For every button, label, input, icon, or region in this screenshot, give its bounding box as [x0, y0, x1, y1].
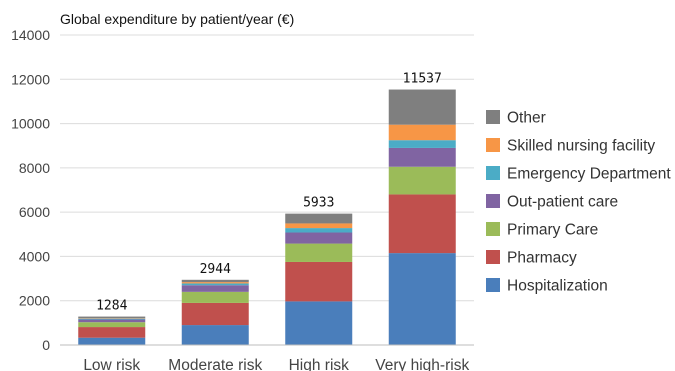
legend-swatch — [486, 138, 500, 152]
total-labels: 1284 2944 5933 11537 — [96, 72, 442, 314]
total-label: 5933 — [303, 196, 334, 211]
y-tick-label: 14000 — [11, 27, 50, 43]
legend-label: Hospitalization — [507, 278, 608, 295]
bar-segment-hospitalization — [285, 301, 353, 345]
bar-segment-primary-care — [285, 243, 353, 262]
legend-swatch — [486, 166, 500, 180]
total-label: 1284 — [96, 299, 127, 314]
y-tick-label: 6000 — [19, 204, 50, 220]
chart-title: Global expenditure by patient/year (€) — [60, 11, 294, 27]
bar-segment-emergency-department — [285, 228, 353, 233]
x-category-label: Low risk — [83, 357, 140, 371]
legend-swatch — [486, 194, 500, 208]
bar-segment-hospitalization — [388, 253, 456, 345]
bar-segment-skilled-nursing-facility — [181, 282, 249, 284]
x-category-label: High risk — [289, 357, 350, 371]
bar-segment-emergency-department — [78, 318, 146, 320]
legend-swatch — [486, 250, 500, 264]
legend-label: Out-patient care — [507, 194, 618, 211]
legend-label: Pharmacy — [507, 250, 577, 267]
bar-segment-out-patient-care — [285, 232, 353, 244]
legend-swatch — [486, 278, 500, 292]
y-tick-label: 12000 — [11, 71, 50, 87]
y-tick-label: 4000 — [19, 248, 50, 264]
bar-segment-pharmacy — [388, 194, 456, 254]
bar-segment-pharmacy — [181, 302, 249, 326]
bar-segment-pharmacy — [285, 261, 353, 302]
y-tick-label: 2000 — [19, 293, 50, 309]
bar-segment-out-patient-care — [78, 319, 146, 323]
total-label: 11537 — [403, 72, 442, 87]
y-tick-label: 8000 — [19, 160, 50, 176]
y-tick-label: 10000 — [11, 116, 50, 132]
legend-swatch — [486, 110, 500, 124]
bar-segment-other — [285, 213, 353, 224]
x-category-label: Moderate risk — [168, 357, 262, 371]
bar-segment-other — [388, 89, 456, 125]
legend-label: Other — [507, 110, 546, 127]
gridlines — [60, 34, 474, 302]
bars — [78, 89, 456, 345]
bar-segment-primary-care — [78, 322, 146, 328]
bar-segment-out-patient-care — [181, 285, 249, 292]
bar-segment-emergency-department — [181, 283, 249, 286]
bar-segment-emergency-department — [388, 140, 456, 148]
bar-segment-pharmacy — [78, 327, 146, 338]
y-axis-ticks: 0 2000 4000 6000 8000 10000 12000 14000 — [11, 27, 50, 353]
bar-segment-other — [181, 279, 249, 283]
bar-segment-hospitalization — [78, 337, 146, 345]
legend-swatch — [486, 222, 500, 236]
x-axis-categories: Low risk Moderate risk High risk Very high-… — [83, 357, 469, 371]
bar-segment-hospitalization — [181, 325, 249, 345]
bar-segment-primary-care — [181, 291, 249, 303]
y-tick-label: 0 — [42, 337, 50, 353]
legend: Other Skilled nursing facility Emergency D… — [486, 110, 671, 295]
legend-label: Skilled nursing facility — [507, 138, 655, 155]
bar-segment-primary-care — [388, 166, 456, 195]
legend-label: Emergency Department — [507, 166, 671, 183]
bar-segment-other — [78, 316, 146, 319]
x-category-label: Very high-risk — [375, 357, 469, 371]
bar-segment-out-patient-care — [388, 147, 456, 167]
legend-label: Primary Care — [507, 222, 598, 239]
bar-segment-skilled-nursing-facility — [285, 223, 353, 229]
bar-segment-skilled-nursing-facility — [388, 124, 456, 141]
total-label: 2944 — [200, 262, 231, 277]
